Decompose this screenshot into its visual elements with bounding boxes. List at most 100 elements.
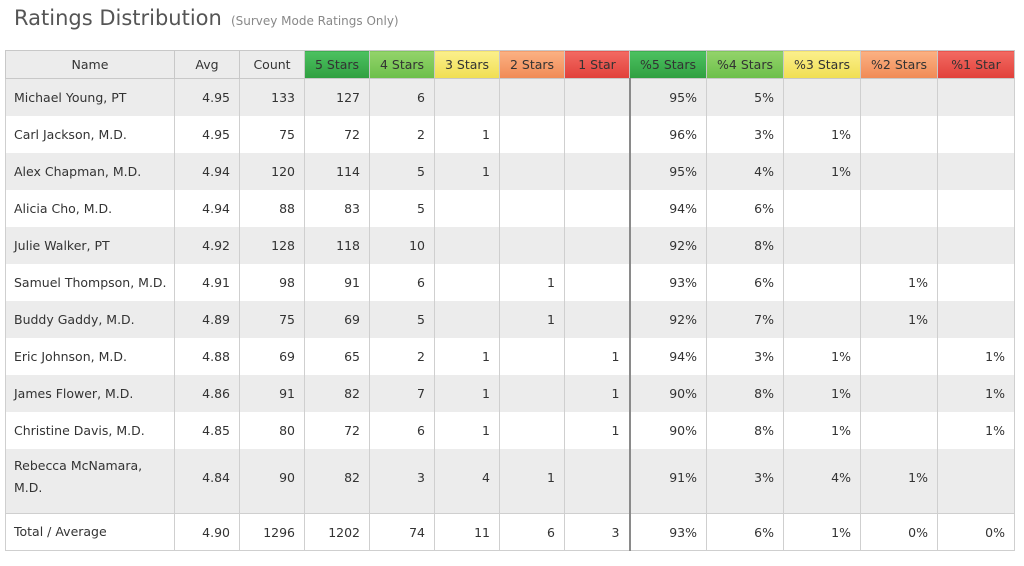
cell-count: 80 <box>239 412 305 449</box>
cell-4-stars: 2 <box>369 116 435 153</box>
cell-pct-3-stars: 1% <box>783 338 861 375</box>
ratings-table: Name Avg Count 5 Stars 4 Stars 3 Stars 2… <box>5 50 1015 551</box>
cell-4-stars: 5 <box>369 190 435 227</box>
cell-5-stars: 65 <box>304 338 370 375</box>
table-row: Buddy Gaddy, M.D. 4.89 75 69 5 1 92% 7% … <box>5 301 1015 338</box>
cell-5-stars: 82 <box>304 449 370 505</box>
cell-name: James Flower, M.D. <box>5 375 175 412</box>
cell-pct-2-stars <box>860 78 938 116</box>
cell-pct-5-stars: 90% <box>629 375 707 412</box>
cell-name: Alicia Cho, M.D. <box>5 190 175 227</box>
cell-4-stars: 10 <box>369 227 435 264</box>
cell-3-stars <box>434 301 500 338</box>
cell-3-stars: 1 <box>434 338 500 375</box>
cell-name: Julie Walker, PT <box>5 227 175 264</box>
cell-avg: 4.95 <box>174 78 240 116</box>
col-header-3-stars[interactable]: 3 Stars <box>434 50 500 79</box>
cell-3-stars <box>434 264 500 301</box>
cell-pct-1-star <box>937 78 1015 116</box>
col-header-4-stars[interactable]: 4 Stars <box>369 50 435 79</box>
cell-name: Carl Jackson, M.D. <box>5 116 175 153</box>
cell-pct-1-star: 1% <box>937 375 1015 412</box>
total-pct-1-star: 0% <box>937 513 1015 551</box>
cell-pct-2-stars <box>860 338 938 375</box>
cell-2-stars: 1 <box>499 264 565 301</box>
cell-2-stars <box>499 116 565 153</box>
cell-1-star <box>564 264 631 301</box>
cell-pct-4-stars: 4% <box>706 153 784 190</box>
col-header-pct-5-stars[interactable]: %5 Stars <box>629 50 707 79</box>
cell-1-star <box>564 449 631 505</box>
cell-4-stars: 3 <box>369 449 435 505</box>
cell-name: Michael Young, PT <box>5 78 175 116</box>
cell-pct-5-stars: 93% <box>629 264 707 301</box>
total-4-stars: 74 <box>369 513 435 551</box>
total-2-stars: 6 <box>499 513 565 551</box>
cell-pct-3-stars <box>783 264 861 301</box>
cell-2-stars <box>499 190 565 227</box>
cell-pct-5-stars: 92% <box>629 227 707 264</box>
cell-pct-2-stars: 1% <box>860 301 938 338</box>
total-pct-3-stars: 1% <box>783 513 861 551</box>
cell-count: 75 <box>239 116 305 153</box>
cell-4-stars: 6 <box>369 78 435 116</box>
cell-5-stars: 118 <box>304 227 370 264</box>
cell-avg: 4.92 <box>174 227 240 264</box>
cell-5-stars: 91 <box>304 264 370 301</box>
cell-5-stars: 72 <box>304 116 370 153</box>
cell-count: 98 <box>239 264 305 301</box>
cell-pct-1-star: 1% <box>937 338 1015 375</box>
cell-4-stars: 6 <box>369 264 435 301</box>
cell-pct-5-stars: 90% <box>629 412 707 449</box>
cell-pct-2-stars <box>860 190 938 227</box>
total-pct-4-stars: 6% <box>706 513 784 551</box>
col-header-name[interactable]: Name <box>5 50 175 79</box>
col-header-5-stars[interactable]: 5 Stars <box>304 50 370 79</box>
total-pct-5-stars: 93% <box>629 513 707 551</box>
col-header-count[interactable]: Count <box>239 50 305 79</box>
cell-pct-5-stars: 92% <box>629 301 707 338</box>
cell-pct-2-stars: 1% <box>860 449 938 505</box>
cell-pct-5-stars: 94% <box>629 190 707 227</box>
cell-count: 128 <box>239 227 305 264</box>
cell-3-stars: 4 <box>434 449 500 505</box>
cell-pct-4-stars: 3% <box>706 449 784 505</box>
cell-2-stars: 1 <box>499 301 565 338</box>
cell-5-stars: 127 <box>304 78 370 116</box>
cell-count: 120 <box>239 153 305 190</box>
spacer-row <box>5 505 1015 514</box>
table-row: Michael Young, PT 4.95 133 127 6 95% 5% <box>5 78 1015 116</box>
cell-pct-4-stars: 8% <box>706 375 784 412</box>
cell-avg: 4.84 <box>174 449 240 505</box>
cell-pct-3-stars <box>783 301 861 338</box>
cell-1-star <box>564 227 631 264</box>
total-row: Total / Average 4.90 1296 1202 74 11 6 3… <box>5 513 1015 551</box>
col-header-1-star[interactable]: 1 Star <box>564 50 630 79</box>
cell-3-stars <box>434 190 500 227</box>
cell-pct-5-stars: 94% <box>629 338 707 375</box>
col-header-pct-1-star[interactable]: %1 Star <box>937 50 1015 79</box>
cell-pct-1-star <box>937 116 1015 153</box>
cell-2-stars <box>499 412 565 449</box>
cell-3-stars: 1 <box>434 153 500 190</box>
col-header-pct-2-stars[interactable]: %2 Stars <box>860 50 938 79</box>
col-header-pct-4-stars[interactable]: %4 Stars <box>706 50 784 79</box>
col-header-pct-3-stars[interactable]: %3 Stars <box>783 50 861 79</box>
total-label: Total / Average <box>5 513 175 551</box>
col-header-avg[interactable]: Avg <box>174 50 240 79</box>
cell-1-star <box>564 301 631 338</box>
cell-pct-1-star <box>937 227 1015 264</box>
cell-pct-1-star <box>937 153 1015 190</box>
cell-3-stars <box>434 78 500 116</box>
col-header-2-stars[interactable]: 2 Stars <box>499 50 565 79</box>
cell-count: 91 <box>239 375 305 412</box>
cell-3-stars: 1 <box>434 412 500 449</box>
page-subtitle: (Survey Mode Ratings Only) <box>230 14 399 28</box>
cell-pct-4-stars: 3% <box>706 338 784 375</box>
cell-4-stars: 7 <box>369 375 435 412</box>
cell-pct-2-stars <box>860 375 938 412</box>
cell-pct-1-star <box>937 449 1015 505</box>
cell-4-stars: 5 <box>369 153 435 190</box>
cell-name: Eric Johnson, M.D. <box>5 338 175 375</box>
total-pct-2-stars: 0% <box>860 513 938 551</box>
